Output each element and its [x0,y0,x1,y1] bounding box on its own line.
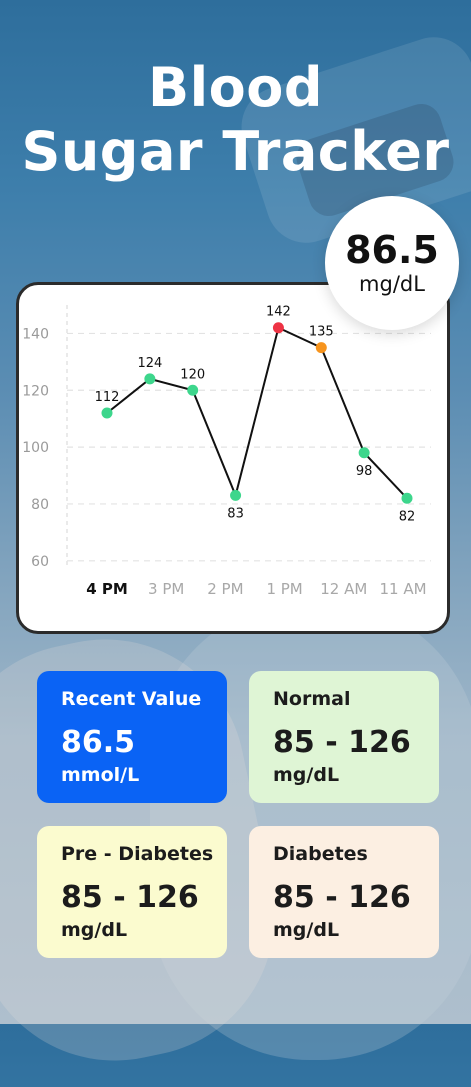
chart-data-label: 82 [399,509,416,524]
chart-x-tick-label: 2 PM [207,580,243,598]
prediabetes-range-card[interactable]: Pre - Diabetes 85 - 126 mg/dL [37,826,227,958]
chart-data-label: 98 [356,464,373,479]
chart-data-label: 142 [266,305,291,320]
chart-data-label: 124 [137,356,162,371]
page-title: Blood Sugar Tracker [0,56,471,184]
normal-range-card[interactable]: Normal 85 - 126 mg/dL [249,671,439,803]
chart-x-tick-label: 3 PM [148,580,184,598]
chart-data-label: 112 [95,390,120,405]
chart-data-point [401,492,413,504]
chart-data-point [315,342,327,354]
prediabetes-range-value: 85 - 126 [61,880,199,915]
prediabetes-range-label: Pre - Diabetes [61,843,214,865]
chart-series-line [106,326,408,499]
chart-y-tick-label: 140 [22,326,49,342]
chart-data-label: 120 [180,367,205,382]
chart-svg: 60 80 100 120 140 112 124 120 83 142 135 98 82 4 PM 3 … [22,305,431,598]
blood-sugar-chart: 60 80 100 120 140 112 124 120 83 142 135 98 82 4 PM 3 … [16,282,450,634]
diabetes-range-value: 85 - 126 [273,880,411,915]
chart-x-tick-label: 4 PM [86,580,128,598]
chart-data-label: 135 [309,325,334,340]
chart-data-point [358,447,370,459]
normal-range-value: 85 - 126 [273,725,411,760]
recent-value-label: Recent Value [61,688,202,710]
chart-y-tick-label: 100 [22,440,49,456]
chart-data-label: 83 [227,506,244,521]
prediabetes-range-unit: mg/dL [61,919,128,941]
diabetes-range-card[interactable]: Diabetes 85 - 126 mg/dL [249,826,439,958]
recent-value-card[interactable]: Recent Value 86.5 mmol/L [37,671,227,803]
normal-range-label: Normal [273,688,351,710]
chart-x-tick-label: 11 AM [379,580,426,598]
normal-range-unit: mg/dL [273,764,340,786]
chart-x-tick-label: 12 AM [320,580,367,598]
title-line-1: Blood [147,56,324,119]
chart-x-tick-label: 1 PM [266,580,302,598]
chart-data-point [144,373,156,385]
current-reading-unit: mg/dL [359,272,425,296]
chart-y-tick-label: 120 [22,383,49,399]
diabetes-range-label: Diabetes [273,843,368,865]
chart-data-point [230,489,242,501]
current-reading-value: 86.5 [345,228,439,272]
chart-data-point [187,384,199,396]
title-line-2: Sugar Tracker [21,120,450,183]
diabetes-range-unit: mg/dL [273,919,340,941]
chart-y-tick-label: 80 [31,497,49,513]
chart-data-point [101,407,113,419]
recent-value-number: 86.5 [61,725,136,760]
recent-value-unit: mmol/L [61,764,140,786]
chart-y-tick-label: 60 [31,554,49,570]
current-reading-badge: 86.5 mg/dL [325,196,459,330]
chart-data-point [272,322,284,334]
